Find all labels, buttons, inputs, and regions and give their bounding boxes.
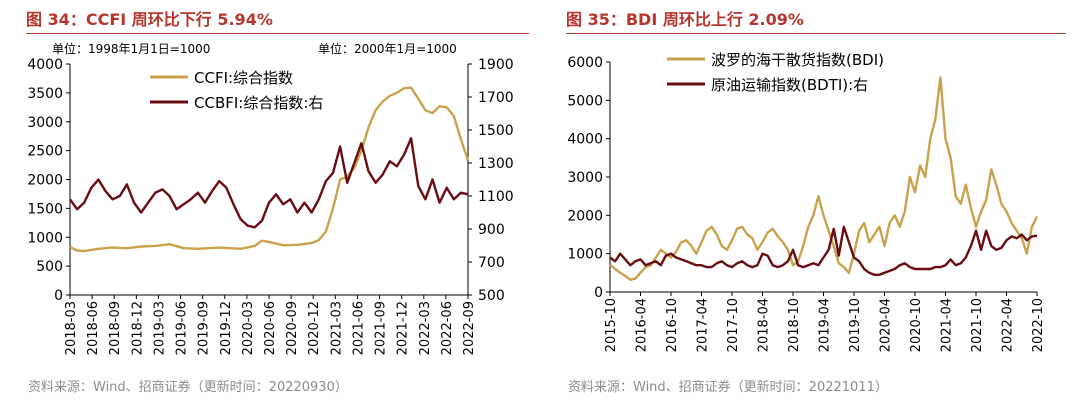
x-tick-label: 2020-06 <box>263 301 278 355</box>
bdi-chart: 0 1000 2000 3000 4000 5000 6000 2015-10 2016-04 2… <box>567 51 1046 352</box>
y-tick-label: 1000 <box>567 247 603 263</box>
y-tick-label-right: 1500 <box>478 123 514 139</box>
x-tick-label: 2022-03 <box>418 301 433 355</box>
y-tick-label-right: 1900 <box>478 57 514 73</box>
unit-label-right: 单位：2000年1月=1000 <box>318 41 457 56</box>
x-tick-label: 2022-04 <box>1001 298 1016 352</box>
y-tick-label: 2500 <box>27 144 63 160</box>
y-tick-label: 1000 <box>27 230 63 246</box>
y-tick-label: 500 <box>36 259 63 275</box>
x-tick-label: 2019-03 <box>152 301 167 355</box>
x-tick-label: 2021-03 <box>329 301 344 355</box>
y-tick-label: 1500 <box>27 201 63 217</box>
x-tick-label: 2018-06 <box>86 301 101 355</box>
title-rule <box>566 33 1066 34</box>
x-tick-label: 2021-04 <box>940 298 955 352</box>
figure-title-35: 图 35：BDI 周环比上行 2.09% <box>566 10 804 29</box>
x-tick-label: 2020-03 <box>241 301 256 355</box>
x-tick-label: 2020-12 <box>307 301 322 355</box>
x-tick-label: 2018-04 <box>757 298 772 352</box>
y-tick-label: 6000 <box>567 55 603 71</box>
x-tick-label: 2017-04 <box>696 298 711 352</box>
x-tick-label: 2020-10 <box>909 298 924 352</box>
title-rule <box>26 33 529 34</box>
x-tick-label: 2016-10 <box>665 298 680 352</box>
x-tick-label: 2018-09 <box>108 301 123 355</box>
legend-label-2: 原油运输指数(BDTI):右 <box>711 76 868 94</box>
y-tick-label: 2000 <box>27 173 63 189</box>
series-line-1 <box>69 86 470 253</box>
legend-label-1: 波罗的海干散货指数(BDI) <box>711 51 884 69</box>
y-tick-label-right: 500 <box>478 288 505 304</box>
x-tick-label: 2021-09 <box>374 301 389 355</box>
x-tick-label: 2016-04 <box>635 298 650 352</box>
series-line-2 <box>69 137 469 229</box>
source-note-left: 资料来源：Wind、招商证券（更新时间：20220930） <box>28 380 348 395</box>
x-tick-label: 2018-12 <box>130 301 145 355</box>
unit-label-left: 单位：1998年1月1日=1000 <box>52 41 210 56</box>
y-tick-label: 3500 <box>27 86 63 102</box>
x-tick-label: 2020-04 <box>879 298 894 352</box>
x-tick-label: 2022-09 <box>462 301 477 355</box>
source-note-right: 资料来源：Wind、招商证券（更新时间：20221011） <box>568 380 888 395</box>
x-tick-label: 2019-06 <box>175 301 190 355</box>
y-tick-label-right: 900 <box>478 222 505 238</box>
series-line-1 <box>609 76 1039 281</box>
series-line-2 <box>609 225 1038 276</box>
x-tick-label: 2020-09 <box>285 301 300 355</box>
y-tick-label: 0 <box>594 285 603 301</box>
y-tick-label: 3000 <box>567 170 603 186</box>
y-tick-label-right: 1700 <box>478 90 514 106</box>
figure-title-34: 图 34：CCFI 周环比下行 5.94% <box>26 10 273 29</box>
x-tick-label: 2019-10 <box>848 298 863 352</box>
x-tick-label: 2019-12 <box>219 301 234 355</box>
legend-label-2: CCBFI:综合指数:右 <box>194 94 323 112</box>
x-tick-label: 2018-03 <box>64 301 79 355</box>
y-tick-label-right: 700 <box>478 255 505 271</box>
y-tick-label: 2000 <box>567 208 603 224</box>
x-tick-label: 2021-06 <box>351 301 366 355</box>
ccfi-chart: 单位：1998年1月1日=1000 单位：2000年1月=1000 0 500 10… <box>27 41 514 355</box>
y-tick-label: 5000 <box>567 93 603 109</box>
panel-ccfi: 图 34：CCFI 周环比下行 5.94% 单位：1998年1月1日=1000 … <box>26 10 529 395</box>
x-tick-label: 2022-06 <box>440 301 455 355</box>
panel-bdi: 图 35：BDI 周环比上行 2.09% 0 1000 2000 3000 4000 50… <box>540 0 1074 402</box>
y-tick-label: 0 <box>54 288 63 304</box>
x-tick-label: 2022-10 <box>1031 298 1046 352</box>
x-tick-label: 2019-04 <box>818 298 833 352</box>
x-tick-label: 2015-10 <box>604 298 619 352</box>
y-tick-label-right: 1300 <box>478 156 514 172</box>
x-tick-label: 2018-10 <box>787 298 802 352</box>
legend-label-1: CCFI:综合指数 <box>194 69 293 87</box>
x-tick-label: 2021-10 <box>970 298 985 352</box>
y-tick-label: 4000 <box>567 132 603 148</box>
x-tick-label: 2017-10 <box>726 298 741 352</box>
y-tick-label: 3000 <box>27 115 63 131</box>
x-tick-label: 2019-09 <box>197 301 212 355</box>
x-tick-label: 2021-12 <box>396 301 411 355</box>
y-tick-label: 4000 <box>27 57 63 73</box>
y-tick-label-right: 1100 <box>478 189 514 205</box>
